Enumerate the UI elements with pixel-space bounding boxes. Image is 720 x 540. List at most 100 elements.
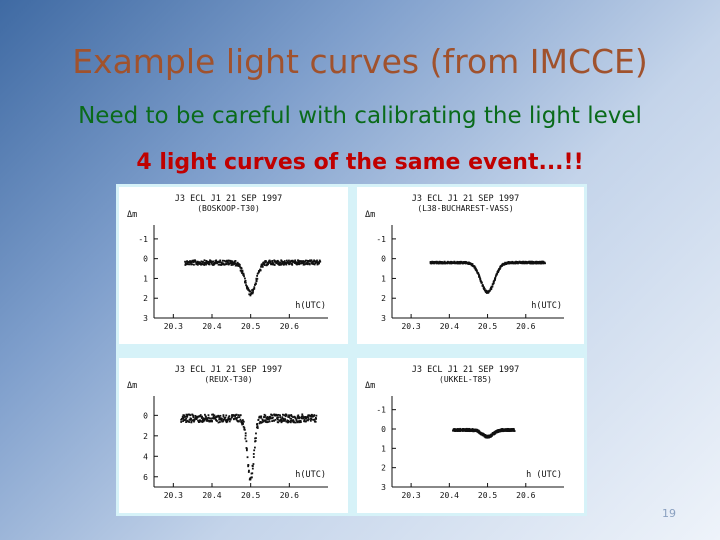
data-point xyxy=(306,416,308,419)
data-point xyxy=(267,261,269,264)
data-point xyxy=(276,418,279,421)
data-point xyxy=(303,420,306,423)
data-point xyxy=(258,415,261,418)
data-point xyxy=(495,273,498,276)
y-tick-label: 0 xyxy=(381,255,386,264)
data-point xyxy=(209,419,212,422)
data-point xyxy=(273,419,276,422)
data-point xyxy=(500,430,503,433)
data-point xyxy=(436,261,439,264)
data-point xyxy=(235,418,238,421)
data-point xyxy=(247,289,250,291)
data-points xyxy=(184,259,322,297)
x-axis-label: h(UTC) xyxy=(531,301,562,311)
data-point xyxy=(241,269,244,272)
data-point xyxy=(297,260,300,263)
data-point xyxy=(245,447,248,450)
data-point xyxy=(497,269,500,272)
data-point xyxy=(238,263,241,266)
data-point xyxy=(268,420,271,423)
data-point xyxy=(315,417,318,420)
data-point xyxy=(260,416,262,419)
data-point xyxy=(239,265,241,268)
data-point xyxy=(484,434,487,437)
data-point xyxy=(296,261,299,264)
data-point xyxy=(257,418,260,421)
data-point xyxy=(526,262,529,265)
data-point xyxy=(296,262,299,265)
data-point xyxy=(256,427,259,429)
data-point xyxy=(492,282,495,284)
data-point xyxy=(248,290,251,293)
data-point xyxy=(267,417,270,419)
data-point xyxy=(184,260,186,263)
data-point xyxy=(201,418,204,421)
data-point xyxy=(236,416,239,419)
data-point xyxy=(499,268,501,270)
data-point xyxy=(256,274,259,277)
data-point xyxy=(474,266,477,269)
data-point xyxy=(188,263,191,266)
data-point xyxy=(478,273,480,276)
data-point xyxy=(288,414,290,417)
data-point xyxy=(310,418,313,420)
y-tick-label: 3 xyxy=(381,314,386,323)
x-axis-label: h(UTC) xyxy=(295,301,326,311)
data-point xyxy=(211,417,214,420)
data-point xyxy=(191,263,193,266)
data-point xyxy=(297,420,300,423)
data-point xyxy=(289,261,292,264)
data-point xyxy=(244,277,246,280)
chart-station: (UKKEL-T85) xyxy=(439,375,492,384)
data-points xyxy=(180,413,318,481)
data-point xyxy=(299,421,302,423)
data-point xyxy=(241,421,244,423)
data-point xyxy=(190,420,193,423)
data-point xyxy=(229,259,232,262)
data-point xyxy=(195,416,197,419)
data-point xyxy=(239,414,242,417)
data-point xyxy=(219,417,222,419)
data-point xyxy=(316,259,318,262)
data-point xyxy=(203,263,206,266)
data-point xyxy=(264,419,267,422)
data-point xyxy=(432,261,434,263)
data-point xyxy=(218,415,220,418)
data-point xyxy=(203,419,206,422)
data-point xyxy=(482,286,485,289)
data-point xyxy=(242,423,245,425)
data-point xyxy=(219,414,222,417)
data-point xyxy=(255,432,257,435)
data-point xyxy=(220,419,223,422)
data-point xyxy=(269,262,272,264)
panel-reux: J3 ECL J1 21 SEP 1997 (REUX-T30) Δm 0 2 4 6 20.… xyxy=(119,358,348,513)
data-point xyxy=(317,261,320,264)
data-point xyxy=(274,418,277,421)
data-point xyxy=(307,260,309,263)
chart-boskoop: J3 ECL J1 21 SEP 1997(BOSKOOP-T30) Δm -1 0 1… xyxy=(127,194,328,331)
data-point xyxy=(459,262,462,265)
data-point xyxy=(271,261,274,264)
y-tick-label: 2 xyxy=(143,294,148,303)
data-point xyxy=(504,261,506,264)
data-point xyxy=(221,259,224,262)
data-point xyxy=(305,420,307,423)
data-point xyxy=(309,414,312,417)
data-point xyxy=(261,265,264,268)
data-point xyxy=(249,290,252,293)
data-point xyxy=(211,413,213,416)
data-point xyxy=(277,416,279,419)
data-point xyxy=(231,263,234,266)
data-point xyxy=(254,283,256,286)
data-point xyxy=(302,416,305,419)
data-point xyxy=(183,414,186,417)
data-point xyxy=(282,417,285,420)
y-axis-label: Δm xyxy=(365,381,375,391)
data-point xyxy=(290,419,292,422)
data-point xyxy=(244,437,247,440)
y-axis-label: Δm xyxy=(127,210,137,220)
data-point xyxy=(304,417,307,420)
data-point xyxy=(206,420,208,422)
data-point xyxy=(189,418,192,421)
data-point xyxy=(212,413,214,416)
